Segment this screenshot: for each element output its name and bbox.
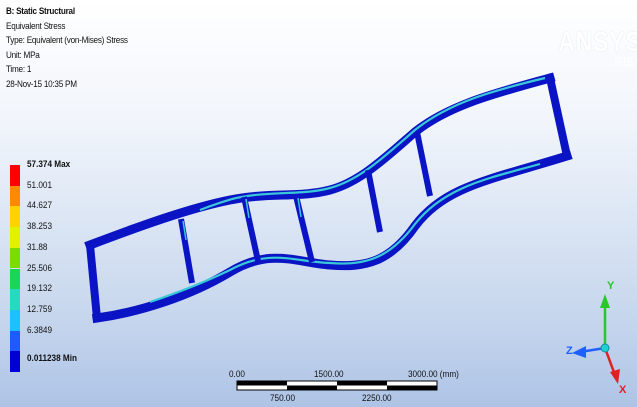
legend-label-8: 6.3849: [27, 324, 52, 336]
legend-swatch-6: [10, 268, 20, 290]
ansys-logo: ANSYS R15.0: [540, 28, 637, 69]
top-rail: [84, 72, 556, 251]
coordinate-triad[interactable]: Y Z X: [560, 280, 637, 405]
frame-structure: [84, 72, 573, 324]
legend-label-2: 44.627: [27, 200, 52, 212]
logo-brand: ANSYS: [557, 26, 637, 57]
result-date: 28-Nov-15 10:35 PM: [6, 78, 77, 90]
triad-origin: [600, 343, 610, 353]
scale-label-3000: 3000.00 (mm): [408, 369, 459, 380]
left-end-post: [86, 244, 101, 319]
member-highlight-1: [182, 220, 187, 241]
y-axis-arrow: [600, 294, 610, 308]
legend-label-3: 38.253: [27, 221, 52, 233]
right-end-post: [546, 77, 571, 157]
scale-label-750: 750.00: [270, 393, 295, 404]
result-name: Equivalent Stress: [6, 20, 66, 32]
legend-swatch-1: [10, 165, 20, 186]
triad-graphic: [572, 294, 620, 384]
legend-min-label: 0.011238 Min: [27, 353, 77, 365]
top-rail-highlight: [199, 76, 546, 212]
result-time: Time: 1: [6, 64, 32, 76]
legend-swatch-7: [10, 289, 20, 310]
scale-bar-segment-4: [387, 385, 437, 390]
scale-label-1500: 1500.00: [314, 369, 344, 380]
result-unit: Unit: MPa: [6, 49, 40, 61]
y-axis-label: Y: [607, 280, 615, 292]
legend-label-7: 12.759: [27, 303, 52, 315]
scale-bar-segment-2: [337, 381, 387, 386]
legend-swatch-3: [10, 206, 20, 228]
bottom-rail: [91, 150, 573, 324]
result-info-panel: B: Static Structural Equivalent Stress T…: [6, 5, 128, 93]
cross-member-2: [241, 196, 261, 262]
x-axis-label: X: [619, 384, 627, 396]
x-axis-line: [603, 347, 617, 376]
legend-swatch-9: [10, 330, 20, 352]
scale-bar-segment-3: [287, 385, 337, 390]
scale-label-2250: 2250.00: [362, 393, 392, 404]
logo-version: R15.0: [613, 55, 637, 69]
legend-swatch-2: [10, 185, 20, 207]
analysis-system-title: B: Static Structural: [6, 6, 75, 17]
legend-label-1: 51.001: [27, 179, 52, 191]
legend-swatch-5: [10, 247, 20, 269]
scale-bar-segment-1: [237, 381, 287, 386]
legend-label-4: 31.88: [27, 241, 48, 253]
x-axis-arrow: [610, 369, 620, 384]
z-axis-arrow: [572, 346, 586, 358]
scale-label-0: 0.00: [229, 369, 245, 380]
legend-swatch-4: [10, 227, 20, 248]
result-type: Type: Equivalent (von-Mises) Stress: [6, 35, 128, 47]
member-highlight-2: [245, 198, 250, 219]
legend-swatch-8: [10, 309, 20, 331]
bottom-rail-highlight: [149, 162, 541, 304]
legend-max-label: 57.374 Max: [27, 159, 71, 170]
z-axis-label: Z: [566, 345, 573, 357]
cross-member-5: [414, 131, 433, 197]
legend-label-5: 25.506: [27, 262, 52, 274]
legend-label-6: 19.132: [27, 283, 52, 295]
cross-member-4: [365, 169, 383, 233]
member-highlight-3: [297, 197, 302, 218]
legend-swatch-10: [10, 351, 20, 372]
cross-member-1: [178, 218, 195, 284]
